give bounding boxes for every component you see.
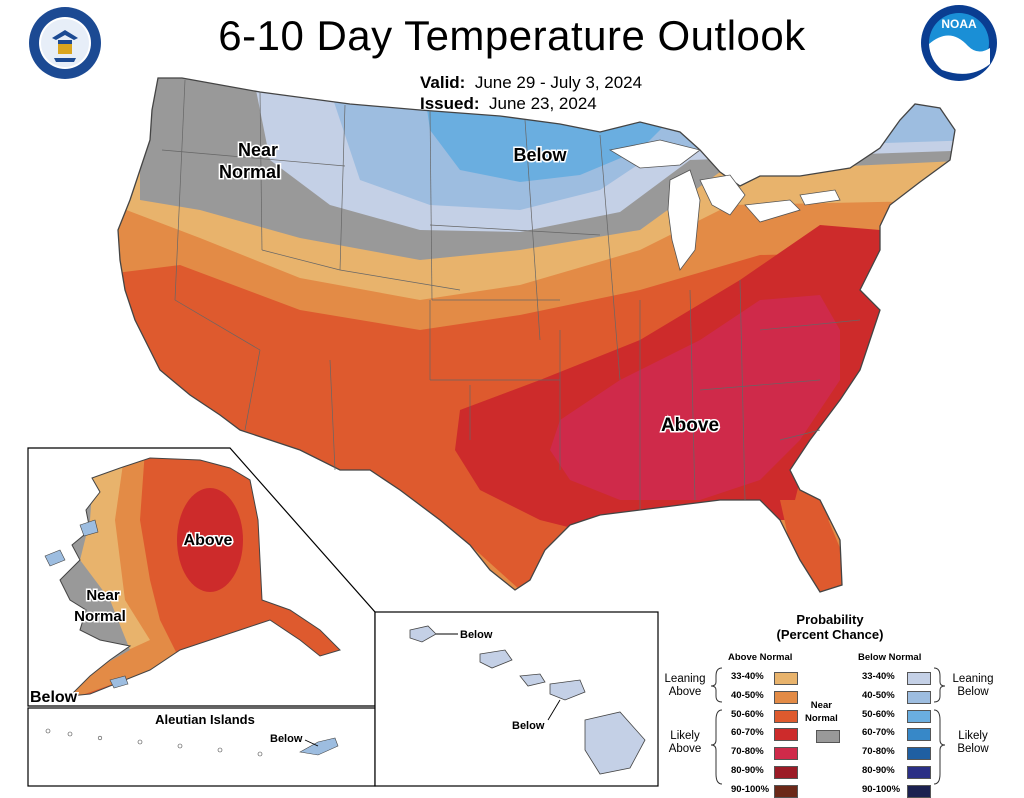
valid-dates: June 29 - July 3, 2024 bbox=[474, 73, 643, 92]
aleutian-below-zone bbox=[299, 737, 339, 756]
noaa-text: NOAA bbox=[941, 17, 977, 31]
legend-below-range-label: 33-40% bbox=[862, 671, 895, 682]
alaska-island bbox=[79, 519, 99, 537]
state-borders bbox=[161, 79, 861, 510]
legend-below-swatch bbox=[907, 690, 931, 704]
conus-near-normal-label-2: Normal bbox=[219, 162, 281, 182]
legend-below-range-label: 40-50% bbox=[862, 689, 895, 701]
legend-above-range-label: 60-70% bbox=[731, 727, 764, 739]
leaning-below-1: Leaning bbox=[952, 673, 994, 685]
legend-below-swatch bbox=[907, 728, 931, 742]
leaning-above-1: Leaning bbox=[664, 673, 706, 685]
legend-below-header: Below Normal bbox=[858, 652, 922, 663]
alaska-near-normal-label-1: Near bbox=[86, 587, 120, 604]
hawaii-below-label-1: Below bbox=[460, 629, 493, 641]
likely-above-1: Likely bbox=[670, 730, 700, 742]
legend-below-swatch bbox=[907, 672, 931, 685]
legend-likely-below: Likely Below bbox=[945, 730, 1001, 756]
aleutian-islands bbox=[45, 728, 263, 757]
legend-above-range-label: 70-80% bbox=[731, 746, 764, 758]
legend-below-range-label: 60-70% bbox=[862, 727, 895, 739]
alaska-outline bbox=[59, 457, 341, 697]
legend-title-2: (Percent Chance) bbox=[776, 627, 884, 642]
legend-above-range-label: 90-100% bbox=[731, 783, 770, 795]
alaska-island bbox=[109, 675, 129, 689]
hawaii-leader bbox=[547, 699, 561, 721]
legend-above-range-label: 50-60% bbox=[731, 708, 764, 720]
alaska-near-normal-label-2: Normal bbox=[74, 608, 126, 625]
legend-near-normal-1: Near bbox=[810, 700, 832, 711]
legend-above-swatch bbox=[774, 672, 798, 685]
commerce-seal-icon bbox=[29, 7, 101, 79]
noaa-logo-icon: NOAA bbox=[921, 5, 997, 81]
legend-near-normal-2: Normal bbox=[805, 713, 838, 724]
legend-below-range-label: 70-80% bbox=[862, 746, 895, 758]
legend-above-range-label: 80-90% bbox=[731, 765, 764, 776]
hawaii-below-label-2: Below bbox=[512, 720, 545, 732]
legend-above-swatch bbox=[774, 690, 798, 704]
legend-near-normal-label: Near Normal bbox=[805, 699, 838, 725]
alaska-island bbox=[44, 549, 66, 567]
legend-below-swatch bbox=[907, 747, 931, 761]
legend-likely-above: Likely Above bbox=[658, 730, 712, 756]
great-lakes bbox=[608, 139, 841, 271]
legend-below-swatch bbox=[907, 709, 931, 723]
legend-title: Probability (Percent Chance) bbox=[760, 612, 900, 642]
legend-below-range-label: 90-100% bbox=[862, 783, 901, 795]
alaska-above-label: Above bbox=[184, 532, 233, 549]
issued-date: June 23, 2024 bbox=[488, 94, 597, 113]
legend-above-header: Above Normal bbox=[728, 652, 793, 663]
likely-above-2: Above bbox=[668, 743, 702, 755]
likely-below-1: Likely bbox=[958, 730, 988, 742]
page-title: 6-10 Day Temperature Outlook bbox=[218, 12, 806, 59]
aleutian-leader bbox=[304, 739, 319, 747]
legend-below-range-label: 50-60% bbox=[862, 708, 895, 720]
legend-above-range-label: 40-50% bbox=[731, 689, 764, 701]
legend-above-swatch bbox=[774, 766, 798, 779]
conus-near-normal-label-1: Near bbox=[238, 140, 278, 160]
legend-title-1: Probability bbox=[796, 612, 864, 627]
date-block: Valid: June 29 - July 3, 2024 Issued: Ju… bbox=[420, 72, 642, 114]
legend-leaning-above: Leaning Above bbox=[658, 673, 712, 699]
legend-below-range-label: 80-90% bbox=[862, 765, 895, 776]
conus-below-label: Below bbox=[513, 145, 567, 165]
hawaii-islands bbox=[409, 625, 646, 775]
leaning-above-2: Above bbox=[668, 686, 702, 698]
conus-above-label: Above bbox=[661, 415, 719, 436]
legend-leaning-below: Leaning Below bbox=[945, 673, 1001, 699]
issued-label: Issued: bbox=[420, 94, 480, 113]
legend-above-swatch bbox=[774, 728, 798, 742]
legend-above-swatch bbox=[774, 709, 798, 723]
legend-above-range-label: 33-40% bbox=[731, 671, 764, 682]
legend-below-swatch bbox=[907, 766, 931, 779]
aleutian-below-label: Below bbox=[270, 733, 303, 745]
likely-below-2: Below bbox=[957, 743, 989, 755]
conus-outline bbox=[117, 77, 956, 593]
legend-near-normal-swatch bbox=[816, 730, 840, 743]
leaning-below-2: Below bbox=[957, 686, 989, 698]
valid-label: Valid: bbox=[420, 73, 466, 92]
alaska-below-label: Below bbox=[30, 689, 78, 706]
aleutian-title: Aleutian Islands bbox=[155, 712, 255, 727]
legend-above-swatch bbox=[774, 747, 798, 761]
